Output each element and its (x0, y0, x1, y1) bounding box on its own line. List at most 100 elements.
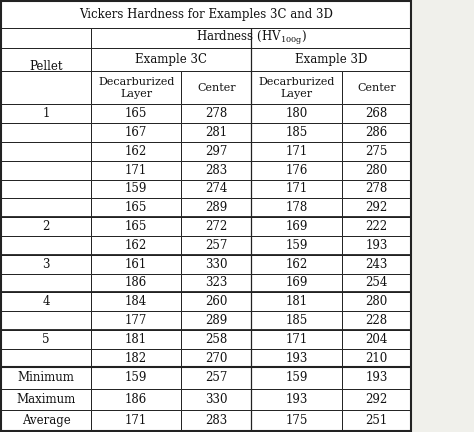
Bar (251, 105, 342, 123)
Text: Decarburized
Layer: Decarburized Layer (258, 77, 335, 98)
Bar (1, 105, 91, 123)
Bar (1, 1, 411, 431)
Text: 171: 171 (125, 413, 147, 426)
Text: 210: 210 (365, 352, 388, 365)
Bar (1, 71, 91, 105)
Bar (1, 236, 91, 255)
Text: 297: 297 (205, 145, 228, 158)
Bar (1, 142, 91, 161)
Text: 193: 193 (285, 393, 308, 406)
Text: 260: 260 (205, 295, 228, 308)
Text: 280: 280 (365, 164, 388, 177)
Text: 258: 258 (205, 333, 228, 346)
Bar (251, 142, 342, 161)
Bar (342, 292, 411, 311)
Bar (342, 71, 411, 105)
Bar (182, 292, 251, 311)
Text: Example 3C: Example 3C (135, 53, 207, 66)
Text: Center: Center (357, 83, 396, 93)
Bar (91, 410, 182, 431)
Text: 180: 180 (285, 107, 308, 120)
Bar (251, 123, 342, 142)
Bar (182, 349, 251, 368)
Bar (1, 48, 91, 71)
Bar (182, 330, 251, 349)
Text: 181: 181 (285, 295, 308, 308)
Bar (251, 198, 342, 217)
Text: 171: 171 (285, 333, 308, 346)
Text: 330: 330 (205, 257, 228, 270)
Bar (91, 330, 182, 349)
Bar (182, 123, 251, 142)
Text: 268: 268 (365, 107, 388, 120)
Text: 167: 167 (125, 126, 147, 139)
Bar (182, 71, 251, 105)
Text: 193: 193 (365, 372, 388, 384)
Text: Example 3D: Example 3D (295, 53, 367, 66)
Text: 2: 2 (43, 220, 50, 233)
Bar (1, 330, 91, 349)
Text: 204: 204 (365, 333, 388, 346)
Bar (251, 410, 342, 431)
Text: 159: 159 (125, 182, 147, 195)
Bar (342, 105, 411, 123)
Text: 171: 171 (285, 145, 308, 158)
Bar (251, 273, 342, 292)
Bar (251, 180, 342, 198)
Text: 185: 185 (285, 126, 308, 139)
Text: 254: 254 (365, 276, 388, 289)
Bar (342, 349, 411, 368)
Bar (91, 48, 251, 71)
Bar (342, 198, 411, 217)
Bar (91, 180, 182, 198)
Text: 175: 175 (285, 413, 308, 426)
Bar (251, 330, 342, 349)
Bar (342, 123, 411, 142)
Text: Hardness (HV$_{\mathregular{100g}}$): Hardness (HV$_{\mathregular{100g}}$) (196, 29, 307, 47)
Text: 228: 228 (365, 314, 388, 327)
Bar (91, 123, 182, 142)
Bar (182, 311, 251, 330)
Bar (91, 71, 182, 105)
Bar (91, 388, 182, 410)
Bar (1, 1, 411, 29)
Bar (251, 217, 342, 236)
Text: 165: 165 (125, 107, 147, 120)
Text: 1: 1 (43, 107, 50, 120)
Bar (91, 255, 182, 273)
Text: 292: 292 (365, 393, 388, 406)
Bar (342, 236, 411, 255)
Text: 257: 257 (205, 372, 228, 384)
Text: 182: 182 (125, 352, 147, 365)
Text: 162: 162 (125, 145, 147, 158)
Text: 193: 193 (365, 239, 388, 252)
Bar (91, 292, 182, 311)
Bar (251, 349, 342, 368)
Bar (1, 292, 91, 311)
Text: 4: 4 (42, 295, 50, 308)
Bar (1, 410, 91, 431)
Bar (182, 273, 251, 292)
Text: 270: 270 (205, 352, 228, 365)
Text: 159: 159 (285, 372, 308, 384)
Bar (182, 161, 251, 180)
Text: Maximum: Maximum (17, 393, 76, 406)
Text: Center: Center (197, 83, 236, 93)
Text: 162: 162 (285, 257, 308, 270)
Text: 289: 289 (205, 201, 228, 214)
Bar (251, 368, 342, 388)
Text: 162: 162 (125, 239, 147, 252)
Bar (342, 368, 411, 388)
Text: 292: 292 (365, 201, 388, 214)
Bar (1, 161, 91, 180)
Bar (342, 161, 411, 180)
Text: Vickers Hardness for Examples 3C and 3D: Vickers Hardness for Examples 3C and 3D (80, 8, 333, 22)
Text: 184: 184 (125, 295, 147, 308)
Text: 257: 257 (205, 239, 228, 252)
Text: 274: 274 (205, 182, 228, 195)
Text: 275: 275 (365, 145, 388, 158)
Bar (251, 71, 342, 105)
Bar (1, 123, 91, 142)
Text: 280: 280 (365, 295, 388, 308)
Bar (182, 217, 251, 236)
